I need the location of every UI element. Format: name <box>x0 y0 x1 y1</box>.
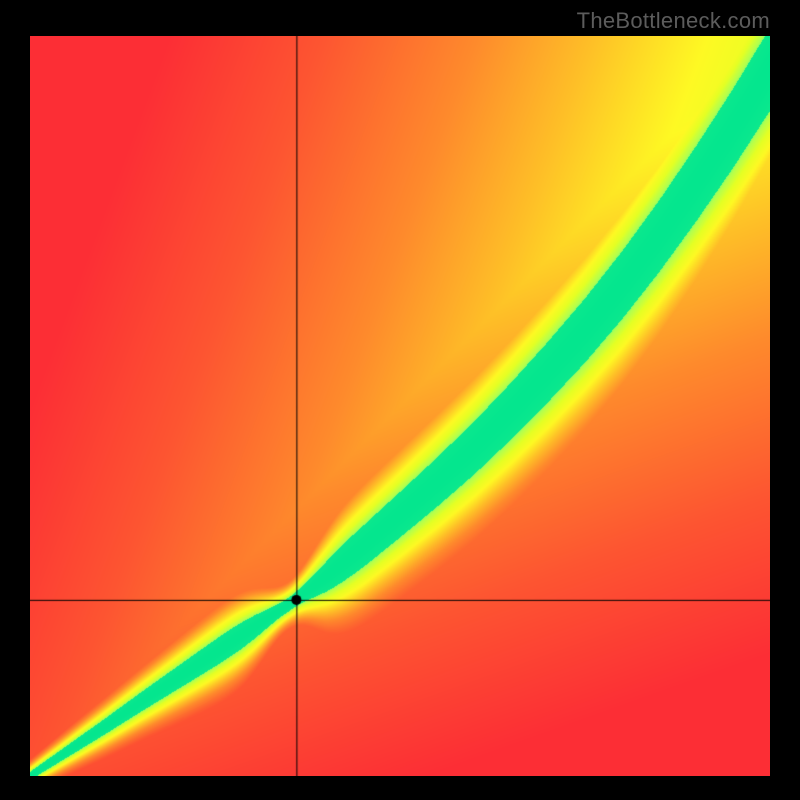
heatmap-canvas <box>30 36 770 776</box>
watermark-text: TheBottleneck.com <box>577 8 770 34</box>
bottleneck-heatmap <box>30 36 770 776</box>
